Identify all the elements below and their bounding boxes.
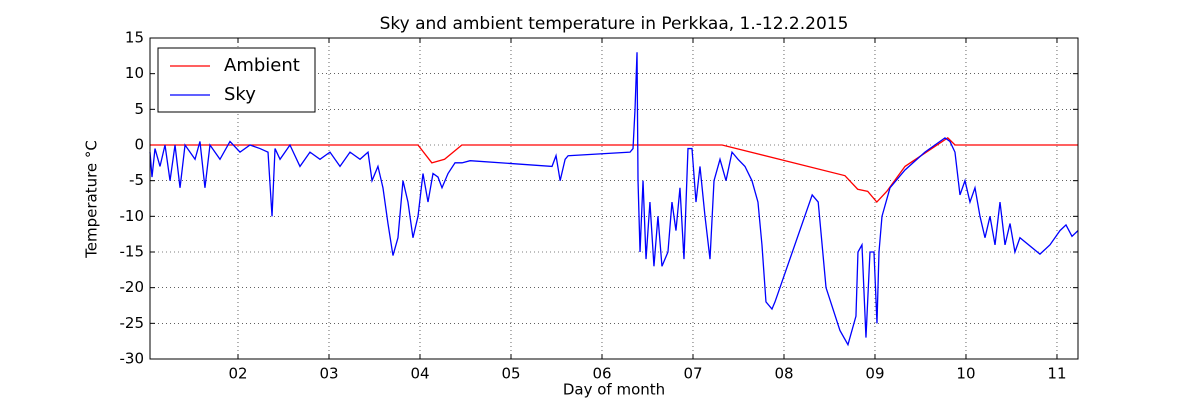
y-tick-label: 5 <box>134 100 144 118</box>
y-tick-label: 10 <box>125 64 144 82</box>
legend-label: Sky <box>224 84 256 105</box>
x-tick-label: 04 <box>410 365 429 383</box>
y-tick-label: -30 <box>120 350 145 368</box>
y-axis-label: Temperature °C <box>83 140 101 259</box>
line <box>150 137 1078 204</box>
plot-frame <box>149 37 1079 360</box>
y-tick-label: 0 <box>134 136 144 154</box>
x-tick-label: 02 <box>228 365 247 383</box>
x-axis-label: Day of month <box>563 381 665 399</box>
legend-label: Ambient <box>224 55 300 76</box>
y-tick-label: -25 <box>120 314 145 332</box>
legend-box <box>157 47 316 113</box>
x-tick-label: 09 <box>865 365 884 383</box>
x-tick-label: 10 <box>956 365 975 383</box>
x-tick-label: 06 <box>592 365 611 383</box>
y-tick-label: -20 <box>120 278 145 296</box>
y-tick-label: -15 <box>120 243 145 261</box>
chart-title: Sky and ambient temperature in Perkkaa, … <box>380 14 849 34</box>
x-tick-label: 05 <box>501 365 520 383</box>
x-tick-label: 08 <box>774 365 793 383</box>
y-tick-label: -5 <box>129 171 144 189</box>
line <box>149 52 1079 347</box>
x-tick-label: 07 <box>683 365 702 383</box>
y-tick-label: 15 <box>125 29 144 47</box>
x-tick-label: 11 <box>1047 365 1066 383</box>
x-tick-label: 03 <box>319 365 338 383</box>
y-tick-label: -10 <box>120 207 145 225</box>
